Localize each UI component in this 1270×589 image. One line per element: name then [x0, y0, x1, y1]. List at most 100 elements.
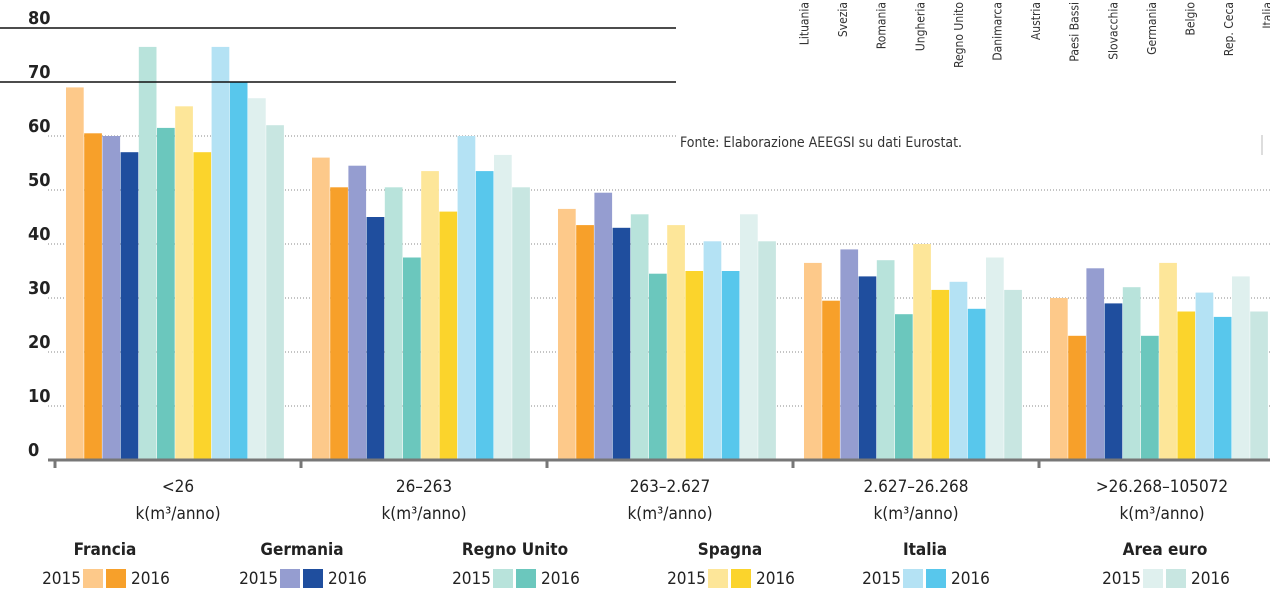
- bar: [1122, 287, 1141, 460]
- bar: [949, 281, 968, 460]
- bar: [913, 244, 931, 460]
- bar: [1068, 335, 1086, 460]
- y-tick-label: 70: [28, 62, 51, 83]
- y-tick-label: 80: [28, 8, 51, 29]
- legend-label: 2015: [452, 569, 491, 589]
- bar: [66, 87, 84, 461]
- bar: [558, 208, 576, 460]
- bar: [685, 271, 704, 460]
- bar: [1104, 303, 1123, 460]
- overlay-label: Romania: [875, 2, 889, 49]
- bar: [138, 46, 157, 461]
- legend-label: 2015: [667, 569, 706, 589]
- overlay-label: Lituania: [798, 2, 812, 45]
- overlay-label: Slovacchia: [1106, 2, 1120, 60]
- legend-swatch: [708, 569, 728, 588]
- bar: [312, 157, 330, 460]
- legend-swatch: [903, 569, 923, 588]
- bar: [266, 125, 284, 460]
- source-note: Fonte: Elaborazione AEEGSI su dati Euros…: [680, 135, 962, 151]
- overlay-panel: [676, 0, 1270, 155]
- bar: [1195, 292, 1214, 460]
- bar: [494, 154, 512, 460]
- bar: [120, 152, 139, 460]
- x-tick-unit: k(m³/anno): [873, 504, 958, 524]
- bar: [366, 217, 385, 460]
- y-tick-label: 60: [28, 116, 51, 137]
- x-tick-unit: k(m³/anno): [627, 504, 712, 524]
- x-tick-unit: k(m³/anno): [381, 504, 466, 524]
- bar: [1213, 316, 1232, 460]
- x-tick-unit: k(m³/anno): [135, 504, 220, 524]
- bar: [157, 127, 175, 461]
- bar: [840, 249, 859, 460]
- overlay-label: Rep. Ceca: [1222, 2, 1236, 56]
- legend-label: 2015: [239, 569, 278, 589]
- legend-label: 2016: [951, 569, 990, 589]
- legend-label: 2016: [756, 569, 795, 589]
- legend-label: 2016: [1191, 569, 1230, 589]
- bar: [421, 171, 439, 460]
- y-tick-label: 40: [28, 224, 51, 245]
- bar: [1004, 289, 1022, 460]
- bar: [612, 227, 631, 460]
- bar: [931, 289, 950, 460]
- bar: [1159, 262, 1177, 460]
- bar: [1250, 311, 1268, 460]
- bar: [703, 241, 722, 460]
- bar: [229, 82, 248, 460]
- bar: [1232, 276, 1250, 460]
- bar: [175, 106, 193, 461]
- legend-label: 2015: [862, 569, 901, 589]
- bar: [758, 241, 776, 460]
- bar: [84, 133, 102, 461]
- bar: [348, 165, 367, 460]
- legend-title: Spagna: [698, 540, 762, 560]
- bar: [822, 300, 840, 460]
- bar: [248, 98, 266, 460]
- x-tick-label: 263–2.627: [630, 477, 711, 497]
- overlay-label: Danimarca: [991, 2, 1005, 61]
- x-tick-label: 2.627–26.268: [864, 477, 969, 497]
- legend-swatch: [303, 569, 323, 588]
- bar: [330, 187, 348, 461]
- y-tick-label: 50: [28, 170, 51, 191]
- legend-label: 2015: [42, 569, 81, 589]
- legend-swatch: [1143, 569, 1163, 588]
- overlay-label: Belgio: [1184, 2, 1198, 36]
- bar: [403, 257, 421, 460]
- bar: [102, 136, 121, 460]
- bar: [576, 225, 594, 460]
- bar: [439, 211, 458, 460]
- bar: [721, 271, 740, 460]
- overlay-label: Svezia: [836, 2, 850, 37]
- bar: [1050, 298, 1068, 460]
- x-tick-unit: k(m³/anno): [1119, 504, 1204, 524]
- legend-swatch: [516, 569, 536, 588]
- x-tick-label: >26.268–105072: [1096, 477, 1228, 497]
- y-tick-label: 0: [28, 440, 39, 461]
- bar: [594, 192, 613, 460]
- y-tick-label: 30: [28, 278, 51, 299]
- legend-title: Area euro: [1123, 540, 1208, 560]
- legend-swatch: [280, 569, 300, 588]
- legend-label: 2015: [1102, 569, 1141, 589]
- legend-title: Germania: [260, 540, 343, 560]
- legend-title: Italia: [903, 540, 947, 560]
- bar: [667, 225, 685, 460]
- overlay-label: Ungheria: [913, 2, 927, 51]
- legend-label: 2016: [541, 569, 580, 589]
- bar: [630, 214, 649, 460]
- legend-title: Francia: [74, 540, 137, 560]
- bar: [804, 262, 822, 460]
- bar: [211, 46, 230, 461]
- x-tick-label: <26: [162, 477, 194, 497]
- bar: [895, 314, 913, 460]
- legend-swatch: [83, 569, 103, 588]
- overlay-label: Germania: [1145, 2, 1159, 55]
- legend-title: Regno Unito: [462, 540, 568, 560]
- bar: [384, 187, 403, 461]
- legend-swatch: [1166, 569, 1186, 588]
- bar: [1141, 335, 1159, 460]
- x-tick-label: 26–263: [396, 477, 452, 497]
